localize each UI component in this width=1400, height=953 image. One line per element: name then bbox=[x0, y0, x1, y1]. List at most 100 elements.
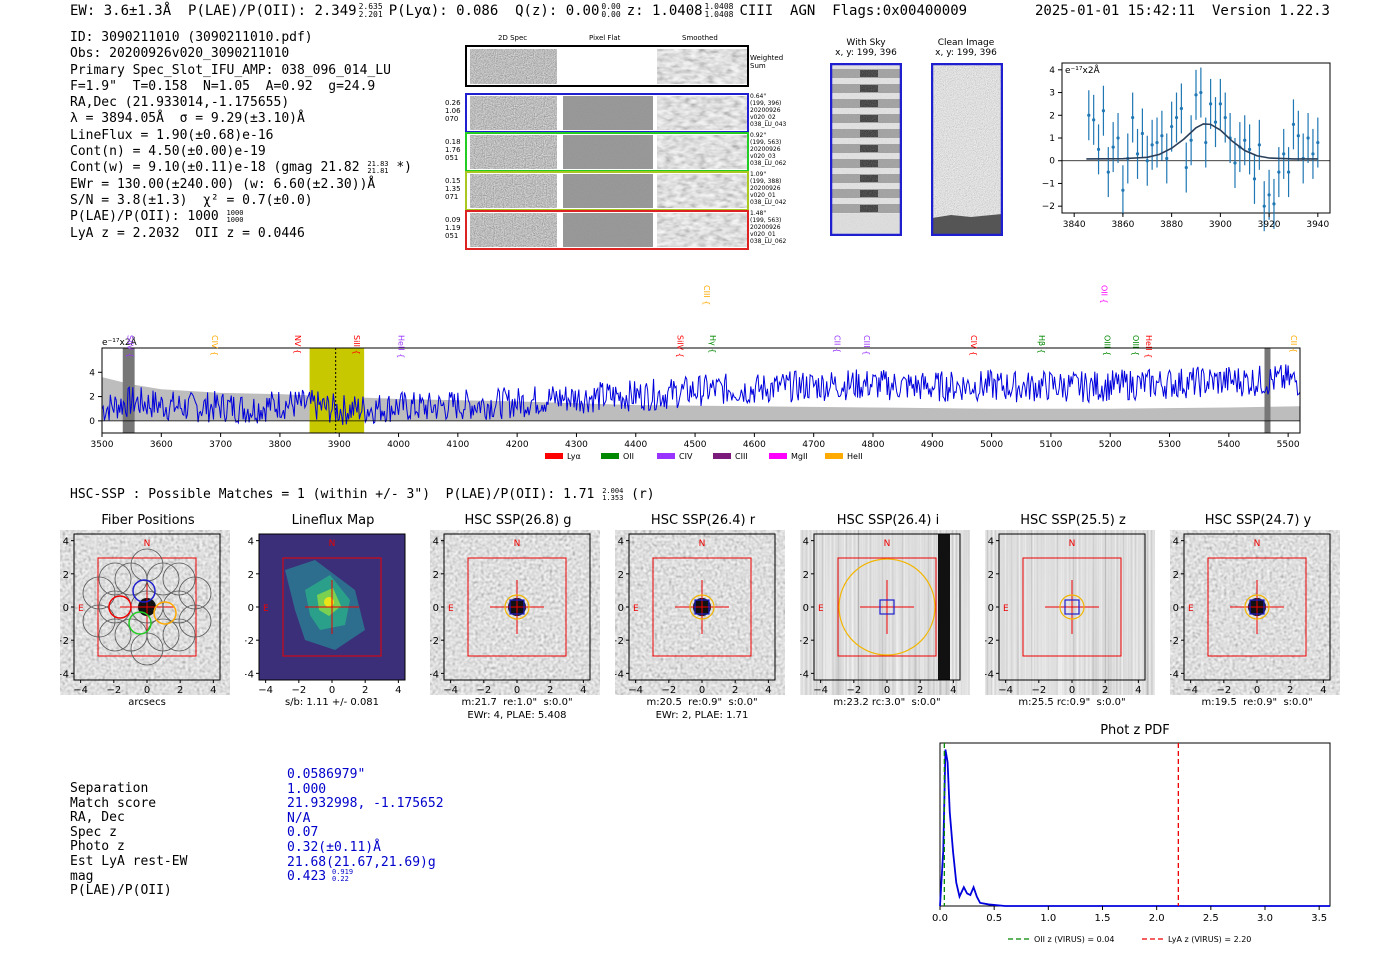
hsc-title: HSC-SSP : Possible Matches = 1 (within +… bbox=[70, 487, 655, 502]
info-fwhm: F=1.9" T=0.158 N=1.05 A=0.92 g=24.9 bbox=[70, 78, 376, 94]
y-tick-label: 0 bbox=[618, 603, 624, 614]
line-label: Hβ { bbox=[1037, 335, 1046, 354]
photz-x-tick-label: 0.0 bbox=[932, 913, 948, 924]
fiber-blue bbox=[132, 579, 156, 603]
x-tick-label: 2 bbox=[1102, 685, 1108, 695]
zoom-point bbox=[1286, 170, 1291, 174]
y-tick-label: −2 bbox=[430, 636, 439, 647]
cutout-left-value: 0.15 bbox=[445, 177, 461, 185]
with-sky-header: With Sky x, y: 199, 396 bbox=[830, 38, 902, 58]
line-label: SiII { bbox=[352, 335, 361, 355]
cutout-right-value: 20200926 bbox=[750, 185, 781, 192]
x-tick-label: 4 bbox=[580, 685, 586, 695]
legend-label: MgII bbox=[791, 452, 808, 461]
detection-info: ID: 3090211010 (3090211010.pdf) Obs: 202… bbox=[70, 30, 412, 242]
fiber-red bbox=[108, 595, 132, 619]
with-sky-xy: x, y: 199, 396 bbox=[835, 48, 897, 58]
full-x-tick-label: 4200 bbox=[506, 440, 529, 450]
aperture-box bbox=[652, 557, 752, 657]
line-label: NV { bbox=[293, 335, 302, 354]
zoom-point bbox=[1179, 106, 1183, 111]
aperture-box bbox=[1207, 557, 1307, 657]
match-value: 21.932998, -1.175652 bbox=[287, 796, 444, 812]
zoom-point bbox=[1296, 134, 1300, 138]
match-key: Separation bbox=[70, 781, 149, 796]
zoom-point bbox=[1199, 90, 1203, 95]
line-label: CIV { bbox=[210, 335, 219, 356]
north-label: N bbox=[884, 539, 891, 549]
zoom-point bbox=[1277, 170, 1281, 174]
clean-image-header: Clean Image x, y: 199, 396 bbox=[928, 38, 1004, 58]
zoom-x-tick-label: 3840 bbox=[1063, 220, 1086, 230]
hsc-panel: N E −4 −4 −2 −2 0 0 2 2 4 4 bbox=[1170, 533, 1331, 695]
cutout-left-label: 0.18 1.76 051 bbox=[445, 138, 461, 162]
header-qz-lo: 0.00 bbox=[601, 10, 621, 19]
y-tick-label: 2 bbox=[1173, 570, 1179, 581]
header-version: Version 1.22.3 bbox=[1211, 3, 1330, 19]
zoom-point bbox=[1155, 140, 1159, 145]
cutout-2d bbox=[470, 135, 557, 169]
north-label: N bbox=[1254, 539, 1261, 549]
cutout-smoothed bbox=[657, 96, 747, 130]
hsc-panel-sub1: arcsecs bbox=[128, 697, 166, 708]
east-label: E bbox=[1003, 604, 1009, 614]
y-tick-label: 0 bbox=[988, 603, 994, 614]
hsc-panel: N E −4 −4 −2 −2 0 0 2 2 4 4 bbox=[800, 533, 961, 695]
header-right: 2025-01-01 15:42:11 Version 1.22.3 bbox=[1035, 3, 1330, 19]
info-obs: Obs: 20200926v020_3090211010 bbox=[70, 46, 290, 62]
zoom-point bbox=[1262, 204, 1266, 208]
east-label: E bbox=[818, 604, 824, 614]
info-contw-hi: 21.83 bbox=[367, 159, 389, 168]
x-tick-label: 4 bbox=[395, 685, 401, 695]
zoom-x-tick-label: 3940 bbox=[1306, 220, 1329, 230]
info-ewr: EWr = 130.00(±240.00) (w: 6.60(±2.30))Å bbox=[70, 176, 376, 192]
hsc-title-lo: 1.353 bbox=[602, 493, 624, 502]
legend-label: HeII bbox=[847, 452, 863, 461]
cutout-right-value: (199, 396) bbox=[750, 100, 782, 107]
x-tick-label: 0 bbox=[329, 685, 335, 695]
y-tick-label: −2 bbox=[800, 636, 809, 647]
y-tick-label: −4 bbox=[615, 669, 624, 680]
cutout-2d bbox=[470, 96, 557, 130]
info-plae-lo: 1000 bbox=[226, 215, 244, 224]
full-x-tick-label: 5400 bbox=[1217, 440, 1240, 450]
header-plae-lo: 2.201 bbox=[358, 10, 383, 19]
info-sn: S/N = 3.8(±1.3) χ² = 0.7(±0.0) bbox=[70, 192, 313, 208]
full-x-tick-label: 3800 bbox=[268, 440, 291, 450]
zoom-point bbox=[1140, 131, 1144, 136]
zoom-point bbox=[1096, 147, 1101, 151]
info-lineflux: LineFlux = 1.90(±0.68)e-16 bbox=[70, 127, 274, 143]
zoom-point bbox=[1165, 156, 1169, 161]
y-tick-label: 4 bbox=[803, 537, 809, 548]
header-ew: EW: 3.6±1.3Å bbox=[70, 3, 172, 19]
photz-x-tick-label: 0.5 bbox=[986, 913, 1002, 924]
cutout-left-value: 1.06 bbox=[445, 107, 461, 115]
photz-x-tick-label: 1.0 bbox=[1040, 913, 1056, 924]
cutout-right-value: v020_02 bbox=[750, 114, 776, 121]
info-contw-lo: 21.81 bbox=[367, 166, 389, 175]
zoom-point bbox=[1223, 115, 1227, 120]
zoom-spectrum-chart: 3840 3860 3880 3900 3920 3940 4 3 2 1 0 −1 −2 e⁻¹⁷x2Å bbox=[1042, 62, 1331, 232]
line-label: OIII { bbox=[1131, 335, 1140, 356]
zoom-point bbox=[1194, 93, 1198, 97]
info-lyaz: LyA z = 2.2032 OII z = 0.0446 bbox=[70, 225, 305, 241]
cutout-left-value: 051 bbox=[445, 154, 459, 162]
aperture-box bbox=[837, 557, 937, 657]
y-tick-label: −4 bbox=[60, 669, 69, 680]
cutout-left-value: 1.76 bbox=[445, 146, 461, 154]
cutout-flat-grain bbox=[563, 213, 653, 247]
hsc-panel: N E −4 −4 −2 −2 0 0 2 2 4 4 bbox=[245, 533, 406, 695]
match-key: mag bbox=[70, 868, 94, 884]
aperture-box bbox=[282, 557, 382, 657]
hsc-title-hi: 2.004 bbox=[602, 486, 624, 495]
x-tick-label: 4 bbox=[950, 685, 956, 695]
source-ellipse bbox=[1244, 594, 1270, 620]
cutout-right-value: (199, 563) bbox=[750, 139, 782, 146]
hsc-panel: N E −4 −4 −2 −2 0 0 2 2 4 4 bbox=[430, 533, 591, 695]
full-x-tick-label: 4900 bbox=[921, 440, 944, 450]
hsc-panel: N E −4 −4 −2 −2 0 0 2 2 4 4 bbox=[615, 533, 776, 695]
north-label: N bbox=[699, 539, 706, 549]
full-unit-label: e⁻¹⁷x2Å bbox=[102, 336, 138, 348]
full-x-tick-label: 5000 bbox=[980, 440, 1003, 450]
legend-label: CIV bbox=[679, 452, 693, 461]
